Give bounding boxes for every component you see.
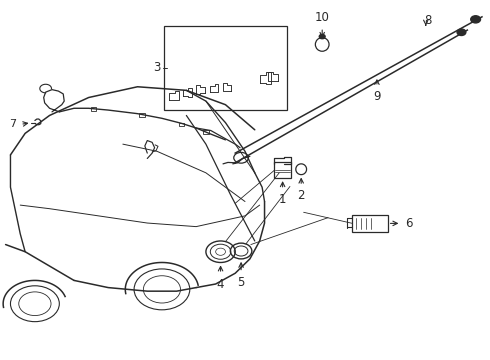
Text: 4: 4 — [217, 278, 224, 291]
Text: 6: 6 — [405, 217, 413, 230]
Bar — [274, 162, 292, 178]
Text: 9: 9 — [373, 90, 381, 103]
Bar — [140, 113, 146, 117]
Text: 1: 1 — [279, 193, 286, 206]
Text: 3: 3 — [153, 61, 161, 74]
Text: 10: 10 — [315, 11, 330, 24]
Circle shape — [471, 16, 481, 23]
Text: 8: 8 — [424, 14, 432, 27]
Bar — [91, 107, 97, 111]
Circle shape — [457, 29, 466, 36]
Text: 2: 2 — [297, 189, 305, 202]
Text: 5: 5 — [237, 276, 245, 289]
Bar — [178, 123, 184, 126]
Bar — [164, 26, 287, 110]
Circle shape — [319, 35, 325, 39]
Text: 7: 7 — [9, 120, 16, 129]
Bar — [203, 130, 209, 134]
Bar — [352, 215, 388, 232]
